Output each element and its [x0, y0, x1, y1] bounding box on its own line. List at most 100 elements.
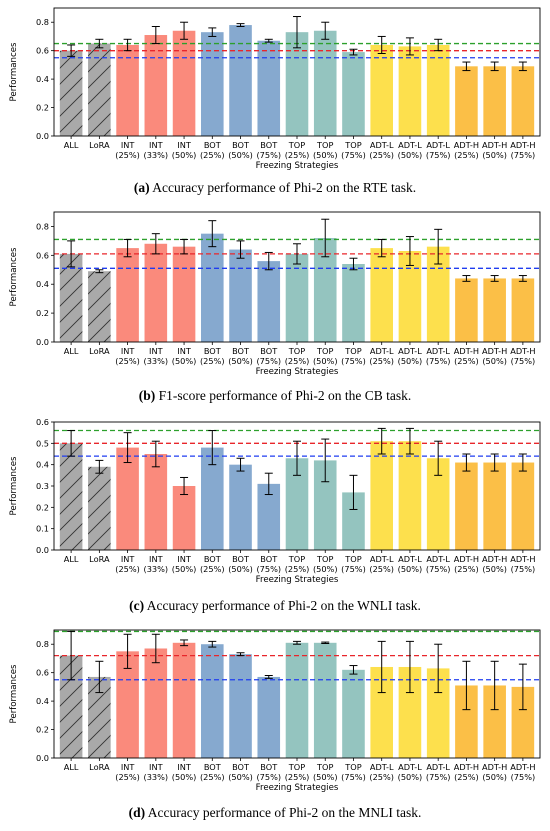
ytick-label-2: 0.4	[36, 696, 49, 706]
xtick-sublabel-2: (25%)	[115, 356, 140, 366]
error-bar-6	[236, 240, 245, 259]
bar-4	[172, 642, 196, 758]
xtick-label-6: BOT	[232, 762, 250, 772]
xtick-sublabel-16: (75%)	[511, 564, 536, 574]
error-bar-0	[67, 630, 76, 681]
xtick-label-13: ADT-L	[426, 762, 450, 772]
xtick-label-15: ADT-H	[482, 554, 507, 564]
bar-0	[59, 253, 83, 342]
bar-16	[511, 278, 535, 342]
xtick-label-2: INT	[121, 346, 136, 356]
error-bar-8	[293, 440, 301, 476]
xtick-label-1: LoRA	[89, 762, 110, 772]
ytick-label-4: 0.8	[36, 639, 49, 649]
error-bar-5	[208, 430, 217, 466]
xtick-sublabel-11: (25%)	[369, 356, 394, 366]
bar-15	[483, 66, 506, 136]
bar-8	[285, 458, 309, 550]
xtick-label-0: ALL	[64, 554, 79, 564]
bar-6	[229, 464, 252, 550]
error-bar-9	[321, 641, 330, 645]
error-bar-1	[95, 38, 104, 49]
error-bar-7	[264, 38, 273, 43]
bar-14	[455, 462, 478, 550]
xtick-sublabel-2: (25%)	[115, 772, 140, 782]
xtick-sublabel-14: (25%)	[454, 772, 479, 782]
xtick-sublabel-2: (25%)	[115, 150, 140, 160]
xtick-sublabel-7: (75%)	[256, 356, 281, 366]
error-bar-7	[264, 675, 273, 679]
bar-9	[313, 642, 337, 758]
ytick-label-4: 0.4	[36, 460, 49, 470]
chart-panel-d: 0.0 0.2 0.4 0.6 0.8 ALL LoRA INT (25%) INT (33%) IN…	[0, 622, 550, 831]
xtick-label-5: BOT	[204, 346, 222, 356]
xtick-label-10: TOP	[344, 762, 361, 772]
xtick-sublabel-5: (25%)	[200, 356, 225, 366]
xtick-label-13: ADT-L	[426, 554, 450, 564]
error-bar-5	[208, 220, 217, 248]
xtick-label-14: ADT-H	[454, 554, 479, 564]
error-bar-14	[462, 660, 471, 711]
chart-caption-c: (c) Accuracy performance of Phi-2 on the…	[0, 598, 550, 614]
xtick-label-12: ADT-L	[398, 554, 422, 564]
xtick-sublabel-8: (25%)	[285, 772, 310, 782]
xtick-sublabel-13: (75%)	[426, 150, 451, 160]
error-bar-12	[405, 236, 414, 266]
xtick-sublabel-8: (25%)	[285, 356, 310, 366]
xtick-label-15: ADT-H	[482, 140, 507, 150]
xtick-sublabel-15: (50%)	[482, 772, 507, 782]
xtick-sublabel-3: (33%)	[144, 356, 169, 366]
bar-0	[59, 50, 83, 136]
xtick-label-0: ALL	[64, 140, 79, 150]
xtick-sublabel-12: (50%)	[398, 356, 423, 366]
bar-12	[398, 441, 422, 550]
error-bar-13	[434, 228, 443, 265]
xtick-label-1: LoRA	[89, 554, 110, 564]
xtick-label-13: ADT-L	[426, 346, 450, 356]
bar-5	[201, 447, 224, 550]
error-bar-12	[405, 37, 414, 56]
xtick-label-2: INT	[121, 762, 136, 772]
xtick-label-2: INT	[121, 140, 136, 150]
xtick-sublabel-12: (50%)	[398, 564, 423, 574]
bar-13	[426, 668, 450, 758]
error-bar-2	[123, 38, 132, 52]
ytick-label-4: 0.8	[36, 17, 49, 27]
xtick-sublabel-6: (50%)	[228, 356, 253, 366]
bar-16	[511, 462, 535, 550]
error-bar-15	[490, 275, 499, 282]
xtick-label-5: BOT	[204, 762, 222, 772]
bar-12	[398, 666, 422, 758]
bar-1	[88, 466, 111, 550]
bar-4	[172, 246, 196, 342]
xtick-label-14: ADT-H	[454, 762, 479, 772]
xtick-label-11: ADT-L	[370, 554, 394, 564]
error-bar-4	[180, 639, 189, 647]
bar-16	[511, 66, 535, 136]
chart-panel-b: 0.0 0.2 0.4 0.6 0.8 ALL LoRA INT (25%) INT (33%) IN…	[0, 206, 550, 414]
error-bar-6	[236, 457, 245, 472]
xtick-label-16: ADT-H	[510, 762, 535, 772]
xtick-label-5: BOT	[204, 140, 222, 150]
bar-16	[511, 686, 535, 758]
bar-14	[455, 66, 478, 136]
xtick-label-3: INT	[149, 346, 164, 356]
bar-5	[201, 32, 224, 136]
xtick-label-4: INT	[177, 140, 192, 150]
bar-10	[342, 264, 365, 342]
xtick-label-10: TOP	[344, 554, 361, 564]
bar-2	[116, 248, 139, 342]
xtick-label-3: INT	[149, 762, 164, 772]
xtick-label-8: TOP	[288, 140, 305, 150]
error-bar-12	[405, 640, 414, 694]
xtick-sublabel-15: (50%)	[482, 356, 507, 366]
xtick-label-14: ADT-H	[454, 140, 479, 150]
caption-label-c: (c)	[129, 598, 145, 613]
error-bar-9	[321, 21, 330, 40]
bar-5	[201, 233, 224, 342]
xtick-sublabel-4: (50%)	[172, 564, 197, 574]
xtick-sublabel-10: (75%)	[341, 772, 366, 782]
bar-11	[370, 441, 393, 550]
bar-13	[426, 44, 450, 136]
